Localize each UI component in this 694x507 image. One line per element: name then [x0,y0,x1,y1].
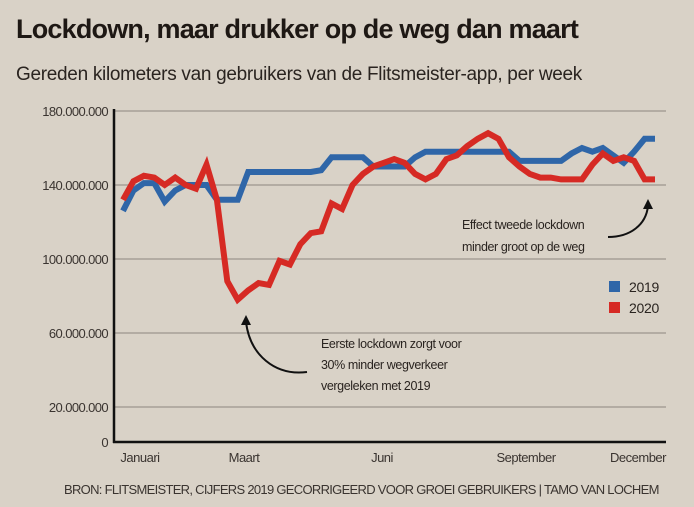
legend-swatch-2020 [609,302,620,313]
y-tick-label: 0 [101,435,108,450]
annotation-line: Eerste lockdown zorgt voor [321,337,462,351]
annotation-line: minder groot op de weg [462,240,585,254]
series-lines [120,129,655,305]
arrowhead-icon [241,315,251,325]
x-tick-label: Juni [371,450,393,465]
y-tick-label: 20.000.000 [49,400,108,415]
legend: 2019 2020 [609,279,660,316]
legend-label-2020: 2020 [629,300,659,316]
y-axis-ticks: 0 20.000.000 60.000.000 100.000.000 140.000.… [42,104,109,450]
series-line-2020 [120,129,655,305]
annotation-second-lockdown: Effect tweede lockdown minder groot op d… [462,199,653,254]
x-tick-label: September [496,450,556,465]
annotation-line: vergeleken met 2019 [321,379,431,393]
x-tick-label: Maart [229,450,261,465]
chart-subtitle: Gereden kilometers van gebruikers van de… [16,64,582,85]
source-credit: BRON: FLITSMEISTER, CIJFERS 2019 GECORRI… [64,482,659,497]
x-tick-label: December [610,450,667,465]
annotation-line: 30% minder wegverkeer [321,358,448,372]
legend-swatch-2019 [609,281,620,292]
y-tick-label: 140.000.000 [42,178,108,193]
chart-title: Lockdown, maar drukker op de weg dan maa… [16,14,579,44]
annotation-arrow-icon [245,321,308,374]
y-tick-label: 60.000.000 [49,326,108,341]
annotation-first-lockdown: Eerste lockdown zorgt voor 30% minder we… [241,315,462,393]
y-tick-label: 100.000.000 [42,252,108,267]
y-tick-label: 180.000.000 [42,104,108,119]
x-tick-label: Januari [120,450,160,465]
annotation-arrow-icon [607,205,649,238]
arrowhead-icon [643,199,653,209]
annotation-line: Effect tweede lockdown [462,218,585,232]
x-axis-ticks: Januari Maart Juni September December [120,450,667,465]
legend-label-2019: 2019 [629,279,659,295]
